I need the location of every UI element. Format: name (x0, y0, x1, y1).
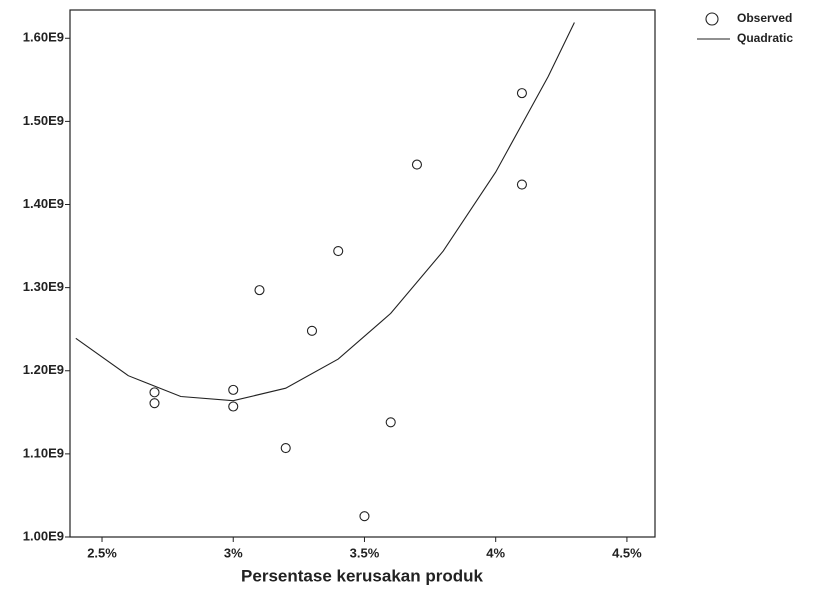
x-tick-label: 2.5% (87, 545, 117, 560)
data-point (255, 286, 264, 295)
data-point (517, 180, 526, 189)
x-tick-label: 3.5% (350, 545, 380, 560)
x-tick-label: 3% (224, 545, 243, 560)
data-point (229, 402, 238, 411)
data-point (517, 89, 526, 98)
data-point (360, 512, 369, 521)
legend-label: Quadratic (737, 31, 793, 45)
y-tick-label: 1.60E9 (23, 30, 64, 45)
y-tick-label: 1.50E9 (23, 113, 64, 128)
y-tick-label: 1.20E9 (23, 362, 64, 377)
x-axis-title: Persentase kerusakan produk (241, 566, 483, 585)
data-point (281, 444, 290, 453)
plot-frame (70, 10, 655, 537)
data-point (229, 385, 238, 394)
data-point (334, 247, 343, 256)
x-tick-label: 4.5% (612, 545, 642, 560)
legend-symbol (706, 13, 718, 25)
data-point (412, 160, 421, 169)
legend-label: Observed (737, 11, 792, 25)
data-point (150, 388, 159, 397)
y-tick-label: 1.30E9 (23, 279, 64, 294)
y-tick-label: 1.40E9 (23, 196, 64, 211)
y-tick-label: 1.10E9 (23, 445, 64, 460)
x-tick-label: 4% (486, 545, 505, 560)
data-point (386, 418, 395, 427)
y-tick-label: 1.00E9 (23, 528, 64, 543)
chart: Persentase kerusakan produk 1.00E9 1.10E9… (0, 0, 817, 589)
data-point (307, 326, 316, 335)
fit-line (76, 23, 575, 401)
data-point (150, 399, 159, 408)
